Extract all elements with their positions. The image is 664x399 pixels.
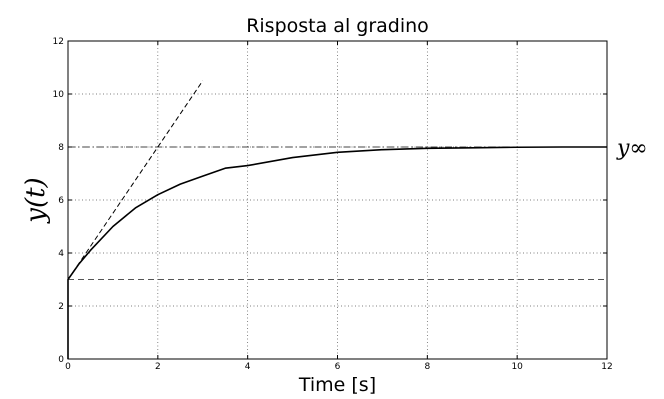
y-tick-label: 12	[53, 37, 64, 47]
step-response-curve	[67, 146, 607, 359]
y-axis-label: y(t)	[21, 177, 51, 223]
grid	[68, 41, 607, 359]
x-axis-label: Time [s]	[298, 374, 376, 396]
y-tick-label: 10	[53, 90, 65, 100]
y-tick-label: 6	[58, 196, 64, 206]
initial-slope-tangent	[67, 80, 204, 280]
x-tick-label: 4	[245, 362, 251, 372]
asymptote-label: y∞	[616, 136, 648, 161]
x-tick-label: 10	[511, 362, 523, 372]
ticks: 0 2 4 6 8 10 12 0 2 4 6 8 10 12	[53, 37, 613, 372]
y-tick-label: 8	[58, 143, 64, 153]
x-tick-label: 8	[424, 362, 430, 372]
x-tick-label: 2	[155, 362, 161, 372]
y-tick-label: 4	[58, 249, 64, 259]
x-tick-label: 0	[65, 362, 71, 372]
x-tick-label: 6	[335, 362, 341, 372]
series-layer	[67, 80, 607, 359]
chart-title: Risposta al gradino	[246, 15, 429, 37]
x-tick-label: 12	[601, 362, 612, 372]
y-tick-label: 0	[58, 355, 64, 365]
y-tick-label: 2	[58, 302, 64, 312]
